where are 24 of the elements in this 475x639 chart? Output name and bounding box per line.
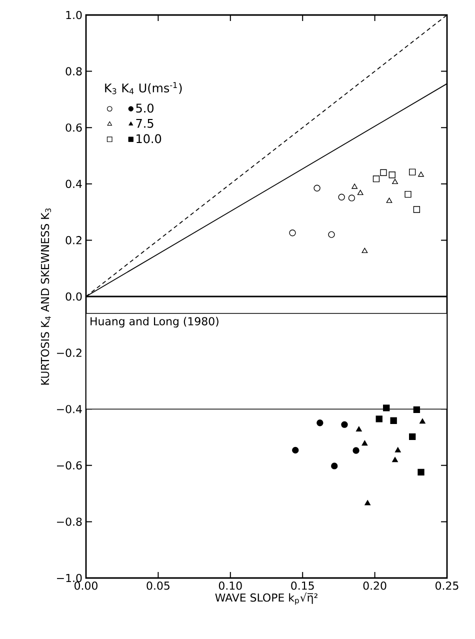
- y-tick-label: −0.2: [57, 348, 82, 357]
- legend-label: 7.5: [136, 118, 154, 128]
- legend-title: K$_{3}$ K$_{4}$ U(ms$^{-1}$): [105, 82, 182, 94]
- y-tick-label: 0.6: [66, 123, 82, 132]
- y-tick-label: 0.2: [66, 236, 82, 244]
- x-tick-label: 0.10: [218, 582, 242, 590]
- y-tick-label: 0.0: [66, 292, 82, 301]
- legend-label: 5.0: [136, 104, 154, 113]
- x-tick-label: 0.00: [74, 582, 98, 590]
- x-axis-title: WAVE SLOPE k$_{p}$√η̅²: [215, 592, 318, 605]
- y-tick-label: −0.6: [57, 461, 82, 470]
- y-tick-label: 1.0: [66, 10, 82, 20]
- x-tick-label: 0.25: [436, 582, 458, 590]
- x-tick-label: 0.20: [363, 582, 386, 590]
- y-axis-title: KURTOSIS K$_{4}$ AND SKEWNESS K$_{3}$: [40, 208, 52, 385]
- y-tick-label: 0.4: [66, 180, 82, 188]
- band-label: Huang and Long (1980): [90, 316, 218, 328]
- y-tick-label: −0.4: [57, 404, 82, 414]
- x-tick-label: 0.05: [146, 582, 170, 590]
- y-tick-label: −1.0: [57, 574, 82, 582]
- x-tick-label: 0.15: [291, 582, 314, 590]
- legend-label: 10.0: [136, 134, 162, 144]
- y-tick-label: 0.8: [66, 67, 82, 76]
- y-tick-label: −0.8: [57, 518, 82, 526]
